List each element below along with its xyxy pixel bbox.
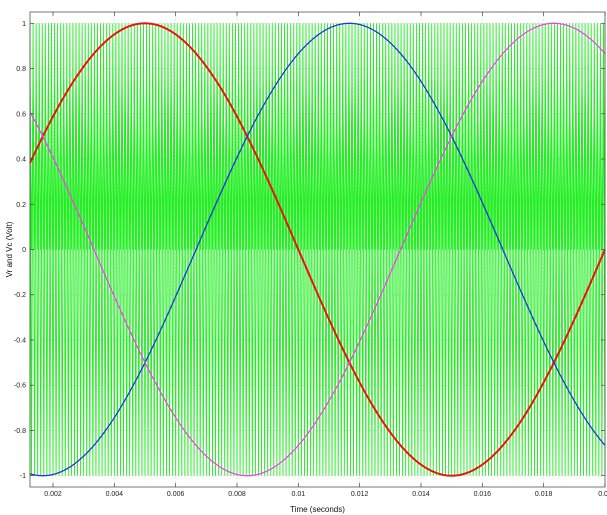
y-tick-label: -0.8 — [14, 428, 26, 435]
x-tick-label: 0.014 — [412, 491, 430, 498]
series-group — [29, 22, 606, 477]
y-tick-label: 0 — [22, 247, 26, 254]
x-tick-label: 0.002 — [44, 491, 62, 498]
x-tick-labels: 0.002 0.004 0.006 0.008 0.01 0.012 0.014 0.016 0… — [44, 491, 607, 498]
y-tick-label: 0.6 — [16, 111, 26, 118]
x-axis-label: Time (seconds) — [290, 505, 345, 514]
series-line-1 — [29, 22, 606, 477]
x-tick-label: 0.018 — [535, 491, 553, 498]
y-tick-label: 0.2 — [16, 202, 26, 209]
x-tick-label: 0.008 — [228, 491, 246, 498]
y-tick-label: 1 — [22, 21, 26, 28]
series-line-3 — [29, 22, 606, 477]
tick-marks — [30, 12, 606, 487]
y-tick-label: 0.8 — [16, 66, 26, 73]
y-tick-label: -1 — [20, 473, 26, 480]
carrier-wave — [29, 23, 606, 476]
series-line-2 — [29, 22, 606, 477]
carrier-band-2 — [29, 79, 606, 250]
y-tick-labels: -1 -0.8 -0.6 -0.4 -0.2 0 0.2 0.4 0.6 0.8 1 — [14, 21, 26, 480]
y-axis-label: Vr and Vc (Volt) — [5, 221, 14, 277]
x-tick-label: 0.012 — [351, 491, 369, 498]
y-tick-label: -0.6 — [14, 383, 26, 390]
x-tick-label: 0.02 — [598, 491, 607, 498]
y-tick-label: 0.4 — [16, 157, 26, 164]
y-tick-label: -0.2 — [14, 292, 26, 299]
x-tick-label: 0.004 — [106, 491, 124, 498]
x-tick-label: 0.01 — [292, 491, 306, 498]
x-tick-label: 0.006 — [167, 491, 185, 498]
y-tick-label: -0.4 — [14, 337, 26, 344]
x-tick-label: 0.016 — [474, 491, 492, 498]
